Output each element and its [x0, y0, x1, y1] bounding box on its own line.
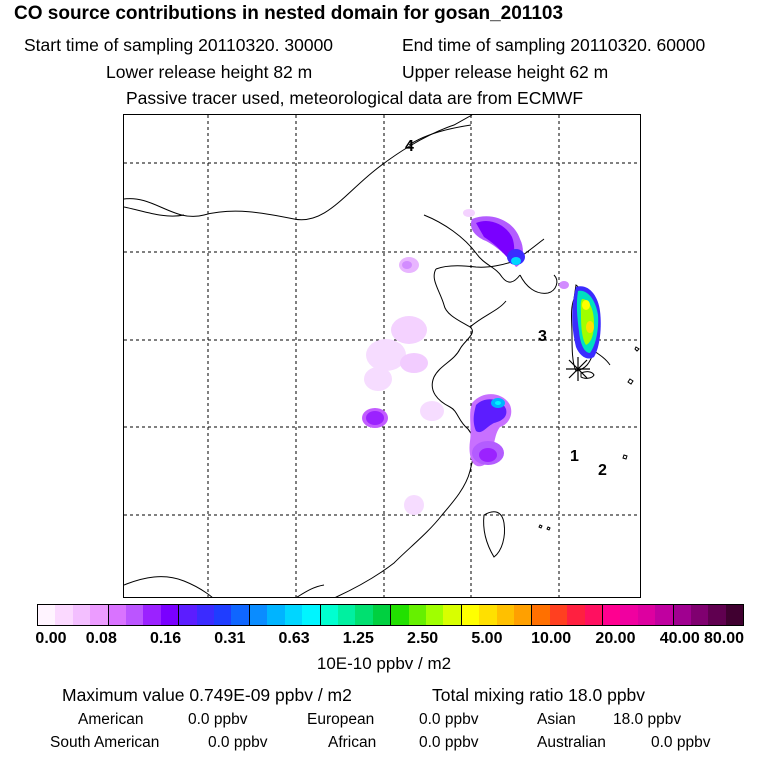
coastlines	[124, 115, 640, 597]
start-time-label: Start time of sampling 20110320. 30000	[24, 35, 334, 55]
source-value-african: 0.0 ppbv	[419, 734, 479, 751]
colorbar-segment	[513, 605, 533, 625]
colorbar-tick-label: 0.08	[85, 630, 117, 647]
source-name-american: American	[78, 711, 144, 728]
colorbar-tick-label: 0.31	[214, 630, 246, 647]
source-value-european: 0.0 ppbv	[419, 711, 479, 728]
colorbar-segment	[620, 605, 638, 625]
colorbar-segment	[55, 605, 73, 625]
source-name-african: African	[328, 734, 377, 751]
source-value-australian: 0.0 ppbv	[651, 734, 711, 751]
colorbar-segment	[160, 605, 180, 625]
concentration-field	[362, 209, 601, 515]
colorbar-segment	[355, 605, 373, 625]
colorbar-segment	[143, 605, 161, 625]
colorbar-segment	[179, 605, 197, 625]
colorbar-tick-label: 20.00	[595, 630, 636, 647]
colorbar-segment	[372, 605, 392, 625]
source-value-south-american: 0.0 ppbv	[208, 734, 268, 751]
colorbar-segment	[231, 605, 250, 625]
colorbar-segment	[38, 605, 56, 625]
colorbar-tick-label: 1.25	[342, 630, 374, 647]
region-label-2: 2	[598, 462, 607, 479]
colorbar-segment	[284, 605, 303, 625]
colorbar-segment	[302, 605, 321, 625]
maximum-value: Maximum value 0.749E-09 ppbv / m2	[62, 685, 352, 705]
source-name-european: European	[307, 711, 375, 728]
total-mixing-ratio: Total mixing ratio 18.0 ppbv	[432, 685, 646, 705]
colorbar-segment	[267, 605, 285, 625]
colorbar-segment	[496, 605, 514, 625]
colorbar-tick-label: 2.50	[407, 630, 439, 647]
colorbar-segment	[126, 605, 144, 625]
upper-release-height: Upper release height 62 m	[402, 62, 609, 82]
map-svg: 4 3 1 2	[124, 115, 640, 597]
colorbar-segment	[532, 605, 550, 625]
region-label-1: 1	[570, 448, 579, 465]
source-value-asian: 18.0 ppbv	[613, 711, 682, 728]
colorbar	[37, 604, 744, 626]
colorbar-segment	[567, 605, 585, 625]
colorbar-tick-label: 0.00	[35, 630, 67, 647]
colorbar-segment	[214, 605, 232, 625]
colorbar-segment	[320, 605, 338, 625]
colorbar-segment	[90, 605, 109, 625]
region-label-4: 4	[405, 138, 414, 155]
colorbar-segment	[549, 605, 568, 625]
colorbar-segment	[603, 605, 621, 625]
colorbar-segment	[391, 605, 409, 625]
colorbar-tick-label: 0.63	[278, 630, 310, 647]
colorbar-tick-label: 0.16	[149, 630, 182, 647]
colorbar-segment	[708, 605, 726, 625]
colorbar-segment	[691, 605, 709, 625]
colorbar-segment	[108, 605, 127, 625]
colorbar-segment	[408, 605, 426, 625]
colorbar-tick-label: 10.00	[531, 630, 572, 647]
colorbar-tick-label: 5.00	[471, 630, 503, 647]
colorbar-segment	[479, 605, 497, 625]
lower-release-height: Lower release height 82 m	[106, 62, 313, 82]
receptor-marker-icon[interactable]	[566, 357, 590, 381]
source-name-south-american: South American	[50, 734, 160, 751]
map-panel[interactable]: 4 3 1 2	[123, 114, 641, 598]
colorbar-segment	[461, 605, 480, 625]
colorbar-unit: 10E-10 ppbv / m2	[316, 654, 452, 673]
colorbar-segment	[337, 605, 356, 625]
source-name-australian: Australian	[537, 734, 606, 751]
colorbar-segment	[673, 605, 692, 625]
colorbar-segment	[655, 605, 674, 625]
colorbar-segment	[72, 605, 91, 625]
end-time-label: End time of sampling 20110320. 60000	[402, 35, 706, 55]
colorbar-segment	[584, 605, 603, 625]
colorbar-tick-label: 40.00	[659, 630, 700, 647]
colorbar-segment	[725, 605, 744, 625]
colorbar-segment	[249, 605, 268, 625]
source-value-american: 0.0 ppbv	[188, 711, 248, 728]
tracer-note: Passive tracer used, meteorological data…	[126, 88, 584, 108]
colorbar-segment	[196, 605, 215, 625]
colorbar-segment	[443, 605, 462, 625]
colorbar-segment	[425, 605, 444, 625]
colorbar-tick-label: 80.00	[703, 630, 745, 647]
colorbar-segment	[637, 605, 656, 625]
source-name-asian: Asian	[537, 711, 576, 728]
region-label-3: 3	[538, 328, 547, 345]
